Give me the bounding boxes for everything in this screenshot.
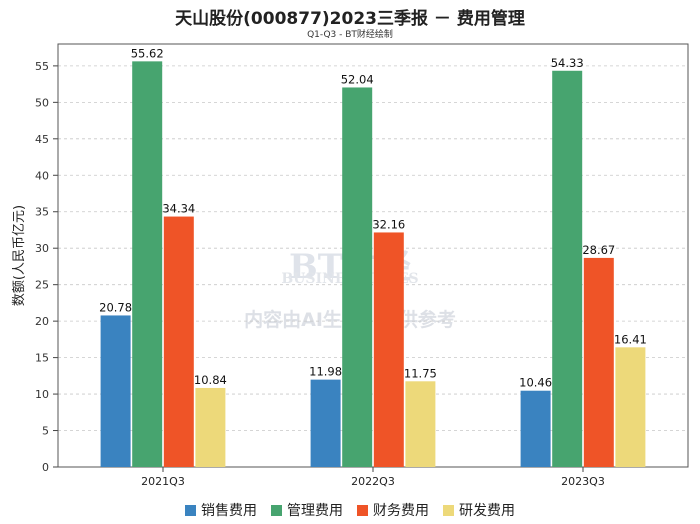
y-tick-label: 30 bbox=[35, 242, 49, 255]
legend-item: 财务费用 bbox=[357, 500, 429, 520]
legend-item: 管理费用 bbox=[271, 500, 343, 520]
y-tick-label: 25 bbox=[35, 279, 49, 292]
bar-value-label: 11.98 bbox=[309, 365, 342, 379]
legend-swatch bbox=[443, 504, 454, 516]
legend-swatch bbox=[271, 504, 282, 516]
y-tick-label: 15 bbox=[35, 352, 49, 365]
bar-value-label: 52.04 bbox=[341, 72, 374, 86]
legend-swatch bbox=[185, 504, 196, 516]
bar bbox=[552, 70, 583, 467]
bar-value-label: 10.46 bbox=[519, 376, 552, 390]
legend-label: 销售费用 bbox=[201, 503, 257, 519]
bar bbox=[615, 347, 646, 467]
y-tick-label: 50 bbox=[35, 96, 49, 109]
bar bbox=[310, 379, 341, 467]
bar bbox=[583, 257, 614, 467]
x-tick-label: 2022Q3 bbox=[351, 475, 395, 488]
legend-label: 管理费用 bbox=[287, 503, 343, 519]
legend-swatch bbox=[357, 504, 368, 516]
y-tick-label: 35 bbox=[35, 206, 49, 219]
bar bbox=[132, 61, 163, 468]
y-tick-label: 0 bbox=[42, 461, 49, 474]
chart-title: 天山股份(000877)2023三季报 － 费用管理 bbox=[175, 9, 525, 29]
bar bbox=[520, 390, 551, 467]
legend-label: 研发费用 bbox=[459, 503, 515, 519]
bar-value-label: 32.16 bbox=[372, 217, 405, 231]
bar-value-label: 28.67 bbox=[582, 243, 615, 257]
y-tick-label: 55 bbox=[35, 60, 49, 73]
bar-value-label: 10.84 bbox=[194, 373, 227, 387]
bar bbox=[195, 387, 226, 467]
chart-subtitle: Q1-Q3 - BT财经绘制 bbox=[307, 30, 393, 40]
y-tick-label: 20 bbox=[35, 315, 49, 328]
x-tick-label: 2023Q3 bbox=[561, 475, 605, 488]
legend-label: 财务费用 bbox=[373, 503, 429, 519]
bar bbox=[405, 381, 436, 467]
y-tick-label: 45 bbox=[35, 133, 49, 146]
bar-value-label: 34.34 bbox=[162, 202, 195, 216]
y-tick-label: 5 bbox=[42, 425, 49, 438]
y-tick-label: 40 bbox=[35, 169, 49, 182]
chart-legend: 销售费用 管理费用 财务费用 研发费用 bbox=[0, 500, 700, 520]
bar-value-label: 16.41 bbox=[614, 332, 647, 346]
bar bbox=[163, 216, 194, 467]
bar-value-label: 55.62 bbox=[131, 46, 164, 60]
bar bbox=[100, 315, 131, 467]
y-tick-label: 10 bbox=[35, 388, 49, 401]
bar-value-label: 20.78 bbox=[99, 300, 132, 314]
bar-value-label: 54.33 bbox=[551, 56, 584, 70]
x-tick-label: 2021Q3 bbox=[141, 475, 185, 488]
legend-item: 研发费用 bbox=[443, 500, 515, 520]
bar bbox=[342, 87, 373, 468]
bar bbox=[373, 232, 404, 467]
bar-value-label: 11.75 bbox=[404, 366, 437, 380]
legend-item: 销售费用 bbox=[185, 500, 257, 520]
y-axis-label: 数额(人民币亿元) bbox=[12, 205, 27, 306]
